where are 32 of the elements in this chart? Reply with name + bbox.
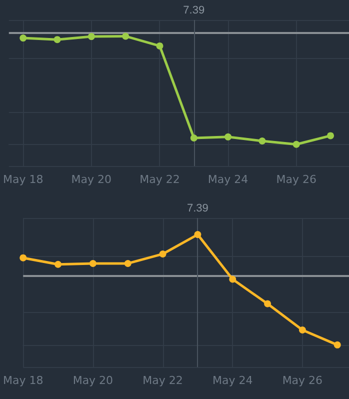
point: [190, 134, 198, 142]
point: [327, 132, 334, 140]
point: [159, 250, 166, 258]
x-tick-label: May 26: [276, 173, 316, 186]
x-tick-label: May 18: [2, 173, 44, 186]
point: [224, 133, 232, 140]
point: [334, 341, 341, 348]
point: [54, 260, 62, 268]
point: [122, 32, 130, 40]
point: [20, 34, 27, 42]
x-tick-label: May 20: [71, 173, 112, 186]
point: [124, 260, 132, 267]
point: [54, 36, 61, 44]
point: [298, 326, 306, 334]
x-tick-label: May 24: [212, 374, 253, 387]
point: [88, 33, 95, 40]
point: [156, 42, 164, 50]
x-tick-label: May 22: [140, 173, 180, 186]
x-tick-label: May 18: [2, 374, 44, 387]
x-tick-label: May 20: [72, 374, 114, 387]
point: [20, 254, 27, 262]
point: [229, 276, 236, 283]
point: [292, 140, 300, 148]
point: [194, 231, 202, 238]
point: [258, 138, 266, 145]
ref-line-label: 7.39: [183, 4, 205, 16]
ref-line-label: 7.39: [186, 202, 208, 214]
x-tick-label: May 22: [142, 374, 183, 387]
point: [264, 300, 272, 308]
x-tick-label: May 26: [282, 374, 323, 387]
point: [89, 260, 96, 267]
x-tick-label: May 24: [208, 173, 248, 186]
